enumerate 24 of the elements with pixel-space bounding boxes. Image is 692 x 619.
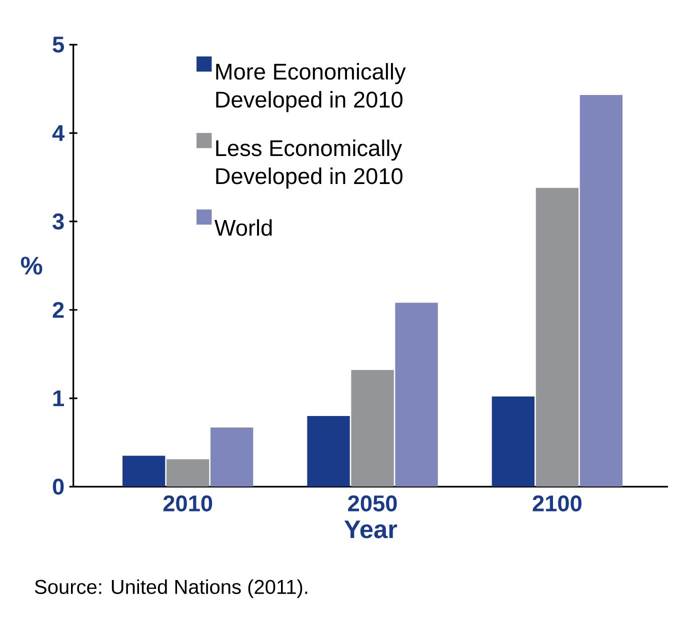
bar	[166, 459, 210, 487]
legend-label: World	[214, 219, 272, 236]
x-axis-title: Year	[344, 520, 398, 538]
bar	[122, 456, 166, 487]
bar	[351, 370, 394, 487]
y-tick-label: 3	[52, 214, 64, 230]
legend-label: More Economically Developed in 2010	[216, 63, 406, 112]
bar	[307, 416, 350, 487]
bar	[210, 428, 254, 487]
bar	[395, 302, 438, 487]
y-tick-label: 4	[52, 125, 64, 142]
y-axis-title: %	[20, 256, 42, 275]
y-tick-label: 5	[52, 36, 64, 53]
y-tick-label: 0	[52, 478, 64, 495]
legend-label: Less Economically Developed in 2010	[216, 140, 402, 189]
y-tick-label: 1	[53, 390, 64, 406]
y-tick-label: 2	[52, 302, 64, 318]
x-tick-label: 2010	[163, 496, 212, 512]
x-tick-label: 2050	[348, 496, 397, 512]
bar	[580, 95, 623, 487]
bar	[492, 396, 535, 487]
bar	[536, 188, 579, 487]
x-tick-label: 2100	[532, 496, 582, 512]
source-note: Source: United Nations (2011).	[34, 579, 308, 598]
